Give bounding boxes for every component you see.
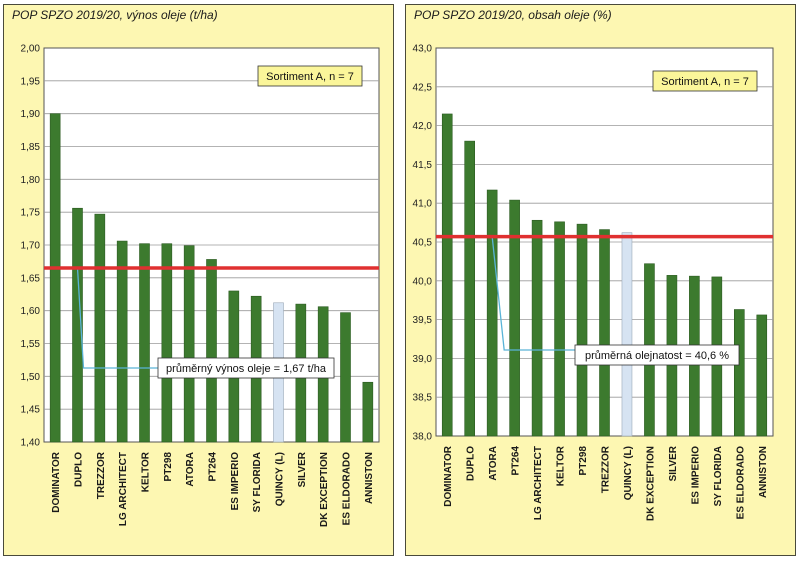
bar xyxy=(464,140,476,437)
x-tick-label: ES ELDORADO xyxy=(342,452,353,526)
bar xyxy=(161,243,173,443)
y-tick-label: 38,5 xyxy=(413,393,433,404)
y-tick-label: 39,0 xyxy=(413,354,433,365)
x-tick-label: ES IMPERIO xyxy=(230,452,241,511)
x-tick-label: DK EXCEPTION xyxy=(645,446,656,521)
x-tick-label: QUINCY (L) xyxy=(623,446,634,500)
y-tick-label: 1,50 xyxy=(21,372,41,383)
oil-yield-chart: 2,00 1,95 1,90 1,85 1,80 1,75 1,70 1,65 1,60 1,55… xyxy=(21,44,380,527)
bar xyxy=(531,219,543,437)
y-tick-label: 42,5 xyxy=(413,82,433,93)
y-tick-label: 40,0 xyxy=(413,276,433,287)
x-tick-label: DOMINATOR xyxy=(443,445,454,507)
bar xyxy=(362,381,374,443)
y-tick-label: 40,5 xyxy=(413,238,433,249)
x-tick-label: PT298 xyxy=(578,446,589,476)
x-tick-label: PT298 xyxy=(163,452,174,482)
mean-label-box xyxy=(157,357,335,379)
bar xyxy=(599,229,610,437)
x-tick-label: ATORA xyxy=(185,452,196,487)
chart-title: POP SPZO 2019/20, obsah oleje (%) xyxy=(414,8,612,22)
bar xyxy=(756,314,768,437)
y-tick-label: 1,45 xyxy=(21,405,41,416)
x-tick-label: DUPLO xyxy=(466,446,477,481)
bar xyxy=(206,259,217,443)
y-tick-label: 1,95 xyxy=(21,76,41,87)
oil-content-chart: 43,0 42,5 42,0 41,5 41,0 40,5 40,0 39,5 39,0 38,5… xyxy=(413,44,774,521)
mean-label-box xyxy=(574,344,740,366)
chart-title: POP SPZO 2019/20, výnos oleje (t/ha) xyxy=(12,8,218,22)
y-tick-label: 1,40 xyxy=(21,438,41,449)
x-tick-label: SILVER xyxy=(668,445,679,481)
x-tick-label: ANNISTON xyxy=(364,452,375,504)
bar xyxy=(733,309,745,437)
left-chart-panel: POP SPZO 2019/20, výnos oleje (t/ha) 2,0… xyxy=(3,4,394,556)
bar xyxy=(116,240,128,443)
x-tick-label: LG ARCHITECT xyxy=(118,452,129,526)
bar xyxy=(94,213,106,443)
bar xyxy=(554,221,565,437)
bar xyxy=(139,243,150,443)
y-tick-label: 1,65 xyxy=(21,273,41,284)
x-tick-label: SY FLORIDA xyxy=(713,446,724,506)
bar xyxy=(576,223,588,437)
bar xyxy=(72,207,83,443)
y-tick-label: 38,0 xyxy=(413,432,433,443)
y-tick-label: 41,5 xyxy=(413,160,433,171)
x-tick-label: TREZZOR xyxy=(601,445,612,493)
y-tick-label: 1,75 xyxy=(21,208,41,219)
x-tick-label: DK EXCEPTION xyxy=(319,452,330,527)
x-tick-label: KELTOR xyxy=(556,445,567,486)
bar xyxy=(509,199,520,437)
y-tick-label: 1,80 xyxy=(21,175,41,186)
bar xyxy=(49,113,61,443)
x-tick-label: ATORA xyxy=(488,446,499,481)
y-tick-label: 39,5 xyxy=(413,315,433,326)
sortiment-box xyxy=(257,65,363,87)
x-tick-label: SY FLORIDA xyxy=(252,452,263,512)
x-tick-label: KELTOR xyxy=(141,451,152,492)
sortiment-label: Sortiment A, n = 7 xyxy=(266,71,354,83)
x-tick-label: PT264 xyxy=(511,446,522,476)
x-tick-label: ES IMPERIO xyxy=(690,446,701,505)
y-tick-label: 1,85 xyxy=(21,142,41,153)
bar xyxy=(183,245,195,443)
sortiment-label: Sortiment A, n = 7 xyxy=(661,76,749,88)
y-tick-label: 1,70 xyxy=(21,241,41,252)
x-tick-label: PT264 xyxy=(208,452,219,482)
x-tick-label: DUPLO xyxy=(74,452,85,487)
x-tick-label: QUINCY (L) xyxy=(275,452,286,506)
bar xyxy=(340,312,351,443)
y-tick-label: 1,60 xyxy=(21,306,41,317)
bar xyxy=(441,113,453,437)
mean-label: průměrný výnos oleje = 1,67 t/ha xyxy=(166,363,327,375)
x-tick-label: ES ELDORADO xyxy=(735,446,746,520)
x-tick-label: TREZZOR xyxy=(96,451,107,499)
x-tick-label: LG ARCHITECT xyxy=(533,446,544,520)
sortiment-box xyxy=(652,70,758,92)
mean-connector-line xyxy=(76,267,158,369)
mean-connector-line xyxy=(491,236,575,351)
y-tick-label: 42,0 xyxy=(413,121,433,132)
x-tick-label: DOMINATOR xyxy=(51,451,62,513)
bar xyxy=(486,189,498,437)
y-tick-label: 1,55 xyxy=(21,339,41,350)
x-tick-label: SILVER xyxy=(297,451,308,487)
y-tick-label: 41,0 xyxy=(413,199,433,210)
x-tick-label: ANNISTON xyxy=(758,446,769,498)
y-tick-label: 43,0 xyxy=(413,44,433,55)
right-chart-panel: POP SPZO 2019/20, obsah oleje (%) 43,0 42… xyxy=(405,4,796,556)
y-tick-label: 2,00 xyxy=(21,44,41,55)
bar xyxy=(621,232,633,437)
y-tick-label: 1,90 xyxy=(21,109,41,120)
mean-label: průměrná olejnatost = 40,6 % xyxy=(585,350,729,362)
